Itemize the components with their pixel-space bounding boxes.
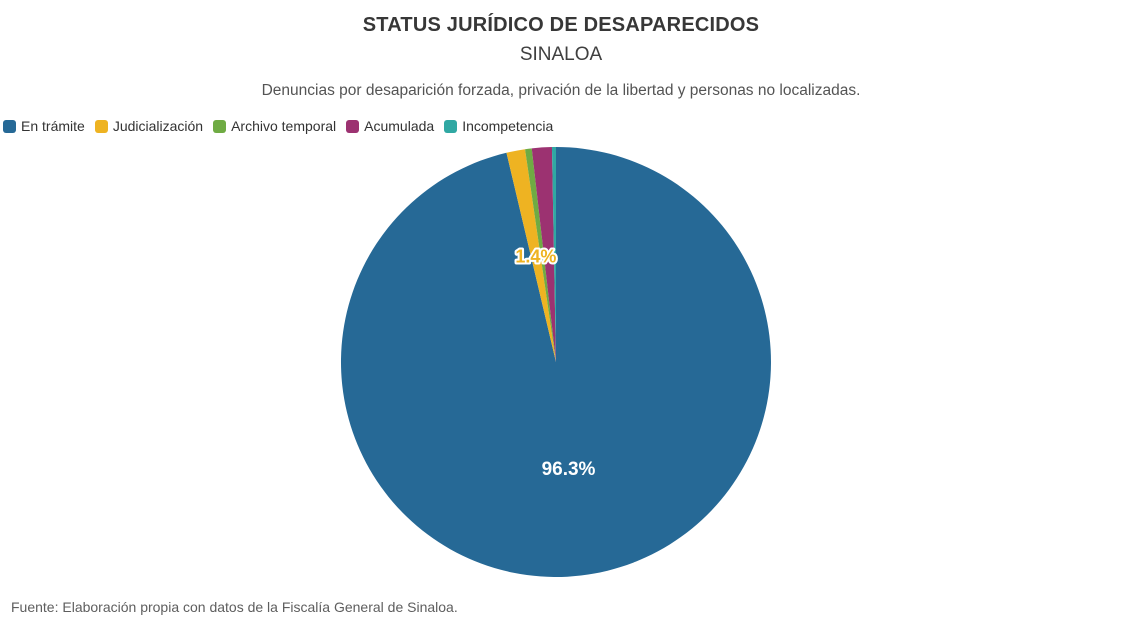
legend-label: Archivo temporal [231,118,337,134]
pie-data-label: 96.3% [542,459,596,480]
chart-description: Denuncias por desaparición forzada, priv… [261,82,861,99]
chart-legend: En trámite Judicialización Archivo tempo… [3,119,553,133]
legend-swatch-icon [94,119,108,133]
pie-slice-judicializacion[interactable] [506,149,556,362]
pie-slice-incompetencia[interactable] [551,147,556,362]
legend-item-acumulada[interactable]: Acumulada [346,119,434,133]
chart-subtitle: SINALOA [519,44,603,65]
legend-swatch-icon [346,119,360,133]
legend-item-en-tramite[interactable]: En trámite [3,119,85,133]
legend-item-archivo-temporal[interactable]: Archivo temporal [213,119,336,133]
pie-slice-archivo-temporal[interactable] [525,148,556,362]
legend-label: Acumulada [364,118,435,134]
legend-item-incompetencia[interactable]: Incompetencia [444,119,553,133]
legend-label: En trámite [21,118,85,134]
legend-swatch-icon [213,119,227,133]
source-note: Fuente: Elaboración propia con datos de … [11,599,458,615]
legend-label: Incompetencia [462,118,554,134]
legend-item-judicializacion[interactable]: Judicialización [94,118,204,134]
legend-label: Judicialización [112,118,204,134]
pie-slice-acumulada[interactable] [531,147,556,362]
chart-title: STATUS JURÍDICO DE DESAPARECIDOS [362,14,760,36]
pie-data-label: 1.4% [515,246,556,266]
pie-slice-en-tramite[interactable] [340,147,771,577]
legend-swatch-icon [3,119,16,133]
legend-swatch-icon [444,119,458,133]
chart-header: STATUS JURÍDICO DE DESAPARECIDOS SINALOA… [0,14,1122,100]
